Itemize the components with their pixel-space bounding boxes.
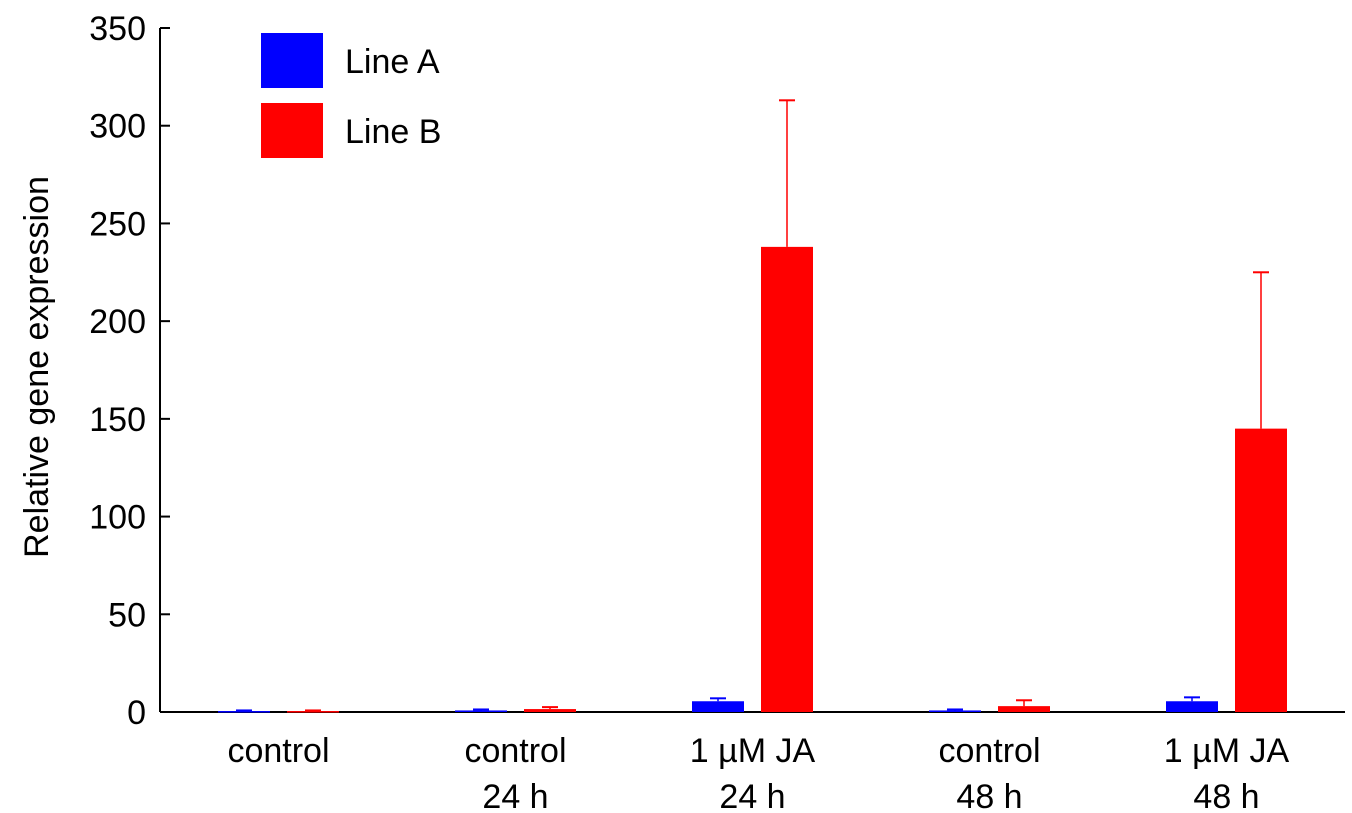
- bar: [1166, 701, 1218, 712]
- legend: Line A Line B: [261, 33, 441, 158]
- y-tick-label: 100: [89, 499, 146, 537]
- x-category-label: 1 µM JA: [690, 732, 816, 770]
- bar: [761, 246, 813, 712]
- error-bars: [236, 99, 1269, 712]
- bar: [455, 710, 507, 712]
- y-tick-label: 300: [89, 108, 146, 146]
- bar: [287, 711, 339, 713]
- y-tick-label: 150: [89, 401, 146, 439]
- x-category-label: 48 h: [1193, 778, 1259, 813]
- y-tick-label: 350: [89, 10, 146, 48]
- bar: [1235, 428, 1287, 712]
- bar: [218, 711, 270, 713]
- y-tick-label: 250: [89, 205, 146, 243]
- legend-label: Line B: [345, 113, 441, 151]
- legend-label: Line A: [345, 43, 440, 81]
- bar: [998, 706, 1050, 712]
- y-axis: 0 50 100 150 200 250 300 350: [89, 10, 170, 732]
- bar: [929, 710, 981, 712]
- bar: [524, 709, 576, 712]
- x-category-label: 1 µM JA: [1164, 732, 1290, 770]
- x-category-label: 24 h: [482, 778, 548, 813]
- x-category-label: 24 h: [719, 778, 785, 813]
- legend-swatch: [261, 33, 323, 88]
- y-tick-label: 200: [89, 303, 146, 341]
- bars: [218, 246, 1287, 713]
- x-category-label: 48 h: [956, 778, 1022, 813]
- x-category-label: control: [227, 732, 329, 770]
- bar: [692, 701, 744, 712]
- legend-swatch: [261, 103, 323, 158]
- y-tick-label: 0: [127, 694, 146, 732]
- x-category-label: control: [464, 732, 566, 770]
- y-tick-label: 50: [108, 596, 146, 634]
- y-axis-title: Relative gene expression: [18, 176, 56, 558]
- x-category-label: control: [938, 732, 1040, 770]
- x-axis: control control 24 h 1 µM JA 24 h control 48 h…: [160, 711, 1345, 813]
